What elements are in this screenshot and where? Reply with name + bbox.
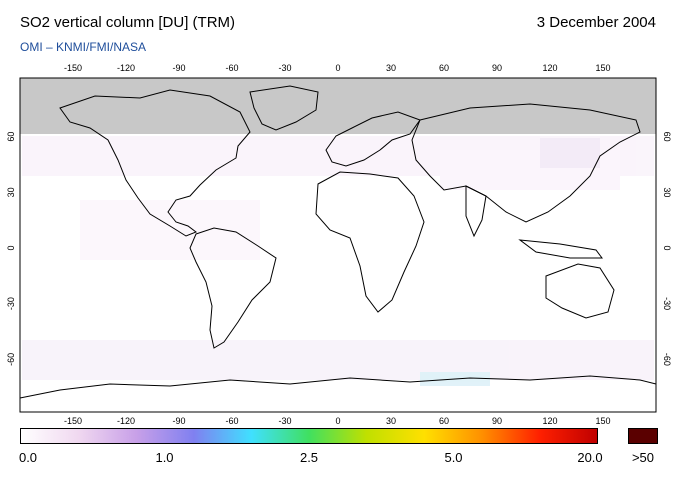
colorbar-label: 0.0: [18, 450, 38, 465]
coastline-indonesia: [518, 239, 603, 259]
coastline-africa: [315, 171, 425, 313]
coastline-north-america: [59, 89, 251, 237]
lon-tick-bottom: 150: [595, 416, 610, 426]
lon-tick-bottom: 30: [386, 416, 396, 426]
no-data-region: [20, 78, 656, 134]
lat-tick-left: 30: [6, 187, 16, 197]
coastline-europe: [325, 111, 421, 167]
data-credit: OMI – KNMI/FMI/NASA: [20, 40, 147, 54]
lon-tick-top: 120: [542, 63, 557, 73]
lon-tick-bottom: 60: [439, 416, 449, 426]
lon-tick-top: -120: [117, 63, 135, 73]
lon-tick-top: 60: [439, 63, 449, 73]
lon-tick-top: 30: [386, 63, 396, 73]
map-title: SO2 vertical column [DU] (TRM): [20, 14, 236, 31]
lat-tick-right: 0: [662, 245, 672, 250]
colorbar-label: 5.0: [444, 450, 463, 465]
coastlines: [19, 85, 657, 399]
lat-tick-right: 30: [662, 187, 672, 197]
so2-background-noise: [22, 136, 654, 386]
lon-tick-bottom: -30: [278, 416, 291, 426]
lon-tick-bottom: -150: [64, 416, 82, 426]
lon-tick-top: -30: [278, 63, 291, 73]
lat-tick-left: -30: [6, 297, 16, 310]
coastline-greenland: [249, 85, 319, 131]
graticule-ticks: -150 -120 -90 -60 -30 0 30 60 90 120 150 -150 -120 -9…: [6, 63, 672, 426]
lon-tick-top: -90: [172, 63, 185, 73]
lon-tick-bottom: -120: [117, 416, 135, 426]
lon-tick-bottom: 120: [542, 416, 557, 426]
lat-tick-right: -30: [662, 297, 672, 310]
coastline-antarctica: [19, 375, 657, 399]
colorbar-label: 1.0: [155, 450, 174, 465]
coastline-asia: [411, 103, 641, 223]
lat-tick-left: 0: [6, 245, 16, 250]
coastline-india: [465, 185, 487, 238]
colorbar: [20, 428, 598, 444]
colorbar-label: 20.0: [577, 450, 603, 465]
colorbar-over-swatch: [628, 428, 658, 444]
lon-tick-bottom: 90: [492, 416, 502, 426]
lon-tick-bottom: -90: [172, 416, 185, 426]
map-frame: [19, 77, 657, 413]
lat-tick-right: 60: [662, 132, 672, 142]
lon-tick-top: 90: [492, 63, 502, 73]
coastline-south-america: [189, 227, 277, 349]
lat-tick-right: -60: [662, 353, 672, 366]
lat-tick-left: -60: [6, 353, 16, 366]
map-date: 3 December 2004: [536, 14, 656, 31]
lat-tick-left: 60: [6, 132, 16, 142]
lon-tick-top: -150: [64, 63, 82, 73]
lon-tick-top: 0: [335, 63, 340, 73]
lon-tick-bottom: 0: [335, 416, 340, 426]
colorbar-label: 2.5: [299, 450, 319, 465]
lon-tick-top: -60: [225, 63, 238, 73]
lon-tick-bottom: -60: [225, 416, 238, 426]
coastline-australia: [545, 263, 615, 319]
lon-tick-top: 150: [595, 63, 610, 73]
colorbar-over-label: >50: [631, 450, 655, 465]
